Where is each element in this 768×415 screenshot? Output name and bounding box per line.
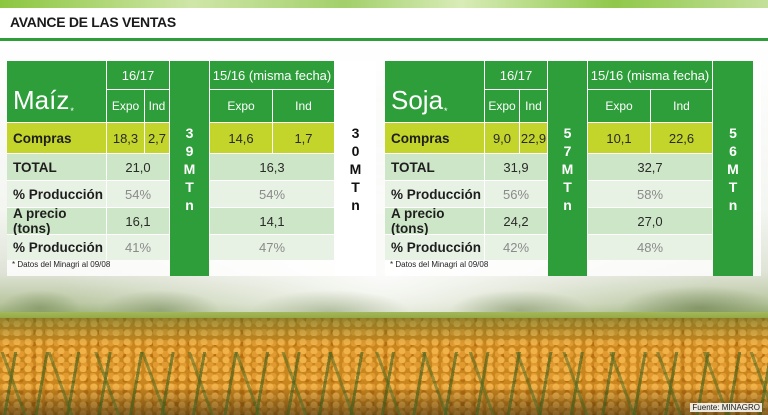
cell-value: 14,6 [210,123,272,153]
tree-line [0,270,768,320]
top-stripes [0,0,768,8]
total-current-tons: 3 9 M T n [170,61,209,276]
col-ind-header: Ind [145,90,169,122]
col-expo-header: Expo [107,90,144,122]
header: AVANCE DE LAS VENTAS [0,0,768,41]
col-ind-header: Ind [520,90,547,122]
cell-value: 16,1 [107,208,169,234]
row-label: % Producción [385,181,484,207]
cell-value: 31,9 [485,154,547,180]
col-expo-header: Expo [485,90,519,122]
corn-leaves [0,352,768,415]
cell-value: 54% [210,181,334,207]
season-current-header: 16/17 [107,61,169,89]
cell-value: 18,3 [107,123,144,153]
season-prev-header: 15/16 (misma fecha) [210,61,334,89]
cell-value: 47% [210,235,334,260]
crop-name: Soja * [385,61,484,122]
cell-value: 42% [485,235,547,260]
row-label: % Producción [385,235,484,260]
cell-value: 32,7 [588,154,712,180]
table-maiz: Maíz * 16/17 Expo Ind 3 9 M T n 15/16 (mi… [7,61,376,276]
row-label: A precio (tons) [7,206,106,236]
cell-value: 56% [485,181,547,207]
footnote: * Datos del Minagri al 09/08 [390,260,489,269]
col-ind-prev-header: Ind [273,90,334,122]
cell-value: 58% [588,181,712,207]
cell-value: 1,7 [273,123,334,153]
cell-value: 27,0 [588,208,712,234]
source-credit: Fuente: MINAGRO [690,403,762,412]
row-label: TOTAL [7,154,106,180]
cell-value: 48% [588,235,712,260]
cell-value: 2,7 [145,123,169,153]
row-label: % Producción [7,181,106,207]
cell-value: 10,1 [588,123,650,153]
col-expo-prev-header: Expo [210,90,272,122]
total-prev-tons: 5 6 M T n [713,61,753,276]
col-expo-prev-header: Expo [588,90,650,122]
cell-value: 22,6 [651,123,712,153]
total-current-tons: 5 7 M T n [548,61,587,276]
row-label: Compras [7,123,106,153]
cell-value: 22,9 [520,123,547,153]
season-current-header: 16/17 [485,61,547,89]
cell-value: 41% [107,235,169,260]
page-title: AVANCE DE LAS VENTAS [10,14,176,30]
total-prev-tons: 3 0 M T n [335,61,376,276]
table-soja: Soja * 16/17 Expo Ind 5 7 M T n 15/16 (mi… [385,61,761,276]
row-label: Compras [385,123,484,153]
cell-value: 54% [107,181,169,207]
col-ind-prev-header: Ind [651,90,712,122]
row-label: A precio (tons) [385,206,484,236]
row-label: % Producción [7,235,106,260]
season-prev-header: 15/16 (misma fecha) [588,61,712,89]
title-underline [0,38,768,41]
cell-value: 16,3 [210,154,334,180]
footnote: * Datos del Minagri al 09/08 [12,260,111,269]
cell-value: 24,2 [485,208,547,234]
cell-value: 9,0 [485,123,519,153]
row-label: TOTAL [385,154,484,180]
cell-value: 21,0 [107,154,169,180]
crop-name: Maíz * [7,61,106,122]
cell-value: 14,1 [210,208,334,234]
